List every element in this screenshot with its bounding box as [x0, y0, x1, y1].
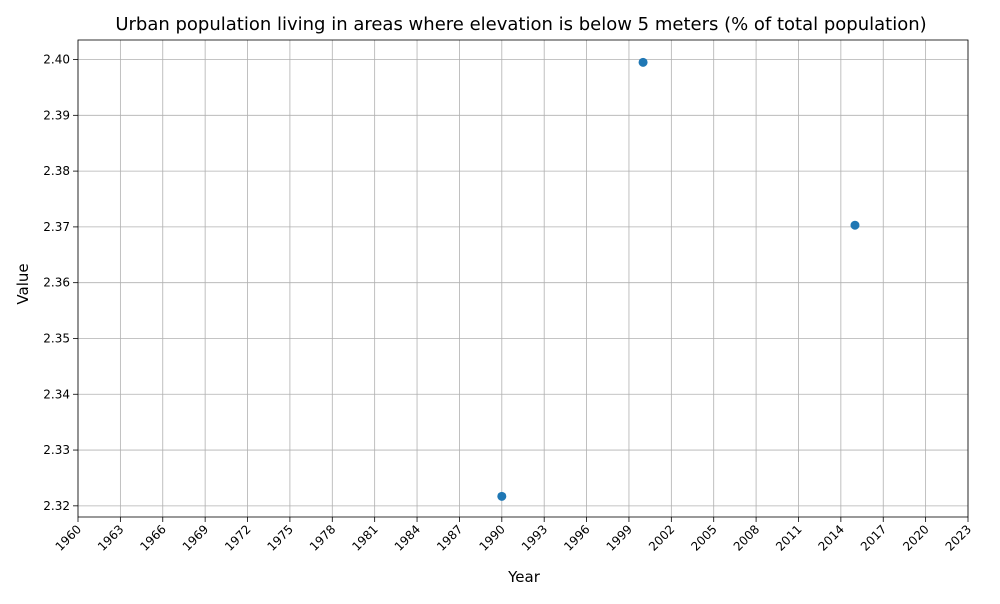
y-tick-label: 2.37	[43, 220, 70, 234]
x-tick-label: 1975	[265, 522, 296, 553]
y-axis-label: Value	[14, 263, 32, 304]
x-tick-label: 2014	[815, 522, 846, 553]
x-tick-label: 1966	[137, 522, 168, 553]
x-tick-label: 2002	[646, 522, 677, 553]
y-tick-label: 2.33	[43, 443, 70, 457]
data-points	[497, 57, 860, 501]
grid-lines	[77, 40, 969, 517]
x-tick-label: 1996	[561, 522, 592, 553]
data-point	[850, 220, 860, 230]
data-point	[497, 491, 507, 501]
x-tick-label: 2023	[943, 522, 974, 553]
x-tick-label: 1978	[307, 522, 338, 553]
y-tick-label: 2.40	[43, 53, 70, 67]
x-tick-label: 1987	[434, 522, 465, 553]
x-tick-label: 1990	[476, 522, 507, 553]
data-point	[638, 57, 648, 67]
x-tick-label: 2008	[731, 522, 762, 553]
x-tick-label: 1972	[222, 522, 253, 553]
x-tick-label: 2005	[688, 522, 719, 553]
x-tick-label: 1999	[604, 522, 635, 553]
x-tick-label: 1993	[519, 522, 550, 553]
y-tick-label: 2.32	[43, 499, 70, 513]
tick-labels: 1960 1963 1966 1969 1972 1975 1978 1981 1984 1987…	[43, 53, 974, 554]
x-axis-label: Year	[507, 568, 541, 586]
y-tick-label: 2.36	[43, 276, 70, 290]
y-tick-label: 2.35	[43, 331, 70, 345]
y-tick-label: 2.38	[43, 164, 70, 178]
x-tick-label: 2011	[773, 522, 804, 553]
chart-title: Urban population living in areas where e…	[115, 14, 926, 35]
x-tick-label: 1981	[349, 522, 380, 553]
x-tick-label: 2020	[900, 522, 931, 553]
x-tick-label: 1960	[53, 522, 84, 553]
x-tick-label: 2017	[858, 522, 889, 553]
plot-frame	[77, 39, 969, 518]
y-tick-label: 2.39	[43, 108, 70, 122]
x-tick-label: 1963	[95, 522, 126, 553]
x-tick-label: 1984	[392, 522, 423, 553]
x-tick-label: 1969	[180, 522, 211, 553]
axes	[77, 39, 969, 518]
y-tick-label: 2.34	[43, 387, 70, 401]
